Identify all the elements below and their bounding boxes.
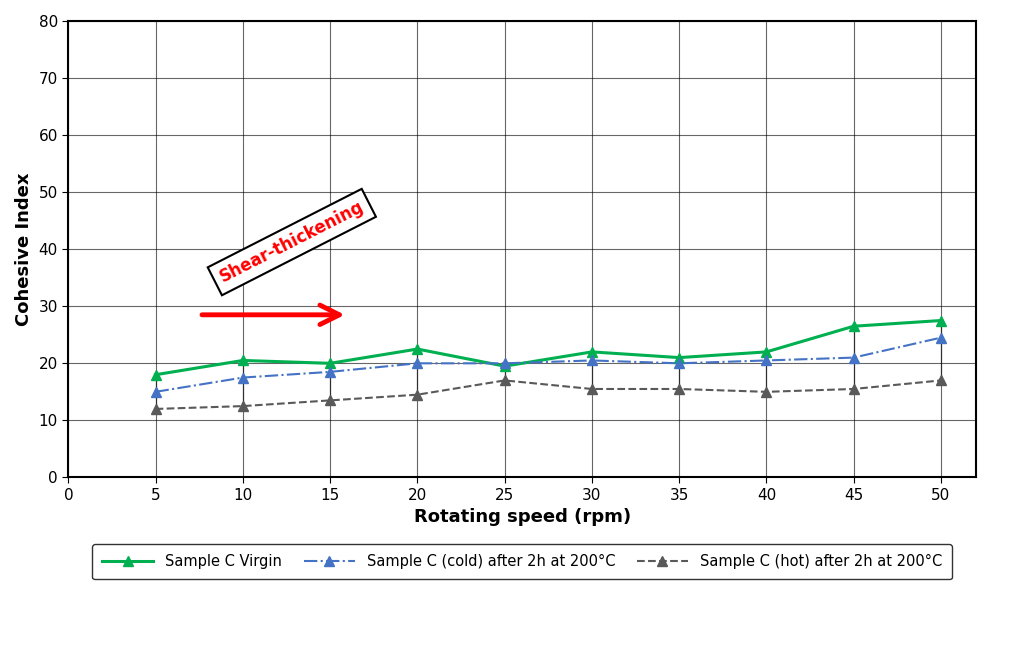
Y-axis label: Cohesive Index: Cohesive Index	[15, 173, 33, 326]
X-axis label: Rotating speed (rpm): Rotating speed (rpm)	[414, 508, 631, 527]
Legend: Sample C Virgin, Sample C (cold) after 2h at 200°C, Sample C (hot) after 2h at 2: Sample C Virgin, Sample C (cold) after 2…	[92, 544, 952, 579]
Text: Shear-thickening: Shear-thickening	[217, 198, 367, 286]
